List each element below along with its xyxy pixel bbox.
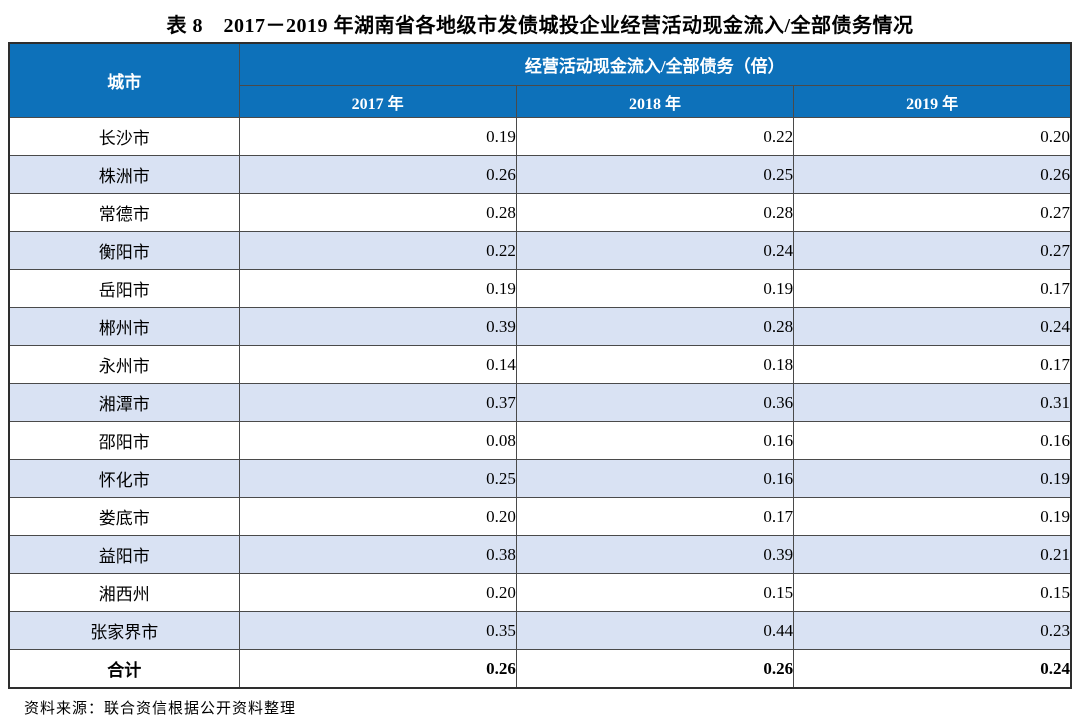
- value-cell-2017: 0.22: [238, 231, 517, 270]
- value-cell-2017: 0.38: [238, 535, 517, 574]
- city-cell: 株洲市: [8, 155, 240, 194]
- source-note: 资料来源：联合资信根据公开资料整理: [24, 701, 297, 717]
- value-cell-2017: 0.08: [238, 421, 517, 460]
- city-cell: 怀化市: [8, 459, 240, 498]
- data-table: 城市 经营活动现金流入/全部债务（倍） 2017 年 2018 年 2019 年…: [8, 42, 1072, 689]
- total-value-cell-2018: 0.26: [515, 649, 795, 689]
- header-row-years: 2017 年 2018 年 2019 年: [9, 85, 1072, 118]
- table-body: 长沙市 0.19 0.22 0.20 株洲市 0.26 0.25 0.26 常德…: [8, 117, 1072, 689]
- value-cell-2017: 0.19: [238, 269, 517, 308]
- table-row: 岳阳市 0.19 0.19 0.17: [8, 269, 1072, 308]
- value-cell-2018: 0.36: [515, 383, 795, 422]
- total-label-cell: 合计: [8, 649, 240, 689]
- value-cell-2017: 0.14: [238, 345, 517, 384]
- table-row: 常德市 0.28 0.28 0.27: [8, 193, 1072, 232]
- value-cell-2019: 0.27: [793, 231, 1072, 270]
- table-row: 长沙市 0.19 0.22 0.20: [8, 117, 1072, 156]
- value-cell-2017: 0.39: [238, 307, 517, 346]
- city-cell: 衡阳市: [8, 231, 240, 270]
- value-cell-2019: 0.17: [793, 345, 1072, 384]
- value-cell-2019: 0.31: [793, 383, 1072, 422]
- value-cell-2019: 0.17: [793, 269, 1072, 308]
- table-row: 怀化市 0.25 0.16 0.19: [8, 459, 1072, 498]
- value-cell-2018: 0.28: [515, 193, 795, 232]
- value-cell-2019: 0.16: [793, 421, 1072, 460]
- table-row: 益阳市 0.38 0.39 0.21: [8, 535, 1072, 574]
- city-cell: 永州市: [8, 345, 240, 384]
- city-cell: 娄底市: [8, 497, 240, 536]
- table-title: 表 8 2017－2019 年湖南省各地级市发债城投企业经营活动现金流入/全部债…: [166, 15, 914, 37]
- city-cell: 益阳市: [8, 535, 240, 574]
- table-header: 城市 经营活动现金流入/全部债务（倍） 2017 年 2018 年 2019 年: [8, 42, 1072, 118]
- value-cell-2018: 0.39: [515, 535, 795, 574]
- value-cell-2019: 0.23: [793, 611, 1072, 650]
- table-row: 邵阳市 0.08 0.16 0.16: [8, 421, 1072, 460]
- value-cell-2017: 0.20: [238, 573, 517, 612]
- value-cell-2018: 0.28: [515, 307, 795, 346]
- city-cell: 湘西州: [8, 573, 240, 612]
- column-header-2018: 2018 年: [515, 85, 795, 118]
- table-row: 娄底市 0.20 0.17 0.19: [8, 497, 1072, 536]
- value-cell-2018: 0.22: [515, 117, 795, 156]
- value-cell-2019: 0.27: [793, 193, 1072, 232]
- value-cell-2018: 0.17: [515, 497, 795, 536]
- column-header-city: 城市: [8, 42, 240, 118]
- value-cell-2018: 0.24: [515, 231, 795, 270]
- value-cell-2017: 0.28: [238, 193, 517, 232]
- city-cell: 长沙市: [8, 117, 240, 156]
- value-cell-2017: 0.20: [238, 497, 517, 536]
- value-cell-2019: 0.19: [793, 459, 1072, 498]
- value-cell-2018: 0.16: [515, 459, 795, 498]
- table-row: 永州市 0.14 0.18 0.17: [8, 345, 1072, 384]
- value-cell-2019: 0.19: [793, 497, 1072, 536]
- value-cell-2018: 0.15: [515, 573, 795, 612]
- city-cell: 邵阳市: [8, 421, 240, 460]
- city-cell: 张家界市: [8, 611, 240, 650]
- value-cell-2019: 0.20: [793, 117, 1072, 156]
- value-cell-2019: 0.21: [793, 535, 1072, 574]
- city-cell: 湘潭市: [8, 383, 240, 422]
- column-group-header: 经营活动现金流入/全部债务（倍）: [238, 42, 1072, 86]
- city-cell: 岳阳市: [8, 269, 240, 308]
- value-cell-2017: 0.25: [238, 459, 517, 498]
- value-cell-2018: 0.44: [515, 611, 795, 650]
- table-row: 郴州市 0.39 0.28 0.24: [8, 307, 1072, 346]
- table-row: 湘西州 0.20 0.15 0.15: [8, 573, 1072, 612]
- column-header-2017: 2017 年: [238, 85, 517, 118]
- value-cell-2018: 0.16: [515, 421, 795, 460]
- total-value-cell-2019: 0.24: [793, 649, 1072, 689]
- table-row: 张家界市 0.35 0.44 0.23: [8, 611, 1072, 650]
- table-row: 衡阳市 0.22 0.24 0.27: [8, 231, 1072, 270]
- column-header-2019: 2019 年: [793, 85, 1072, 118]
- value-cell-2019: 0.15: [793, 573, 1072, 612]
- header-row-group: 城市 经营活动现金流入/全部债务（倍）: [8, 42, 1072, 118]
- value-cell-2017: 0.19: [238, 117, 517, 156]
- value-cell-2019: 0.26: [793, 155, 1072, 194]
- value-cell-2018: 0.18: [515, 345, 795, 384]
- city-cell: 常德市: [8, 193, 240, 232]
- table-row-total: 合计 0.26 0.26 0.24: [8, 649, 1072, 689]
- value-cell-2018: 0.19: [515, 269, 795, 308]
- value-cell-2017: 0.35: [238, 611, 517, 650]
- table-row: 湘潭市 0.37 0.36 0.31: [8, 383, 1072, 422]
- city-cell: 郴州市: [8, 307, 240, 346]
- table-row: 株洲市 0.26 0.25 0.26: [8, 155, 1072, 194]
- total-value-cell-2017: 0.26: [238, 649, 517, 689]
- value-cell-2017: 0.26: [238, 155, 517, 194]
- value-cell-2017: 0.37: [238, 383, 517, 422]
- value-cell-2018: 0.25: [515, 155, 795, 194]
- value-cell-2019: 0.24: [793, 307, 1072, 346]
